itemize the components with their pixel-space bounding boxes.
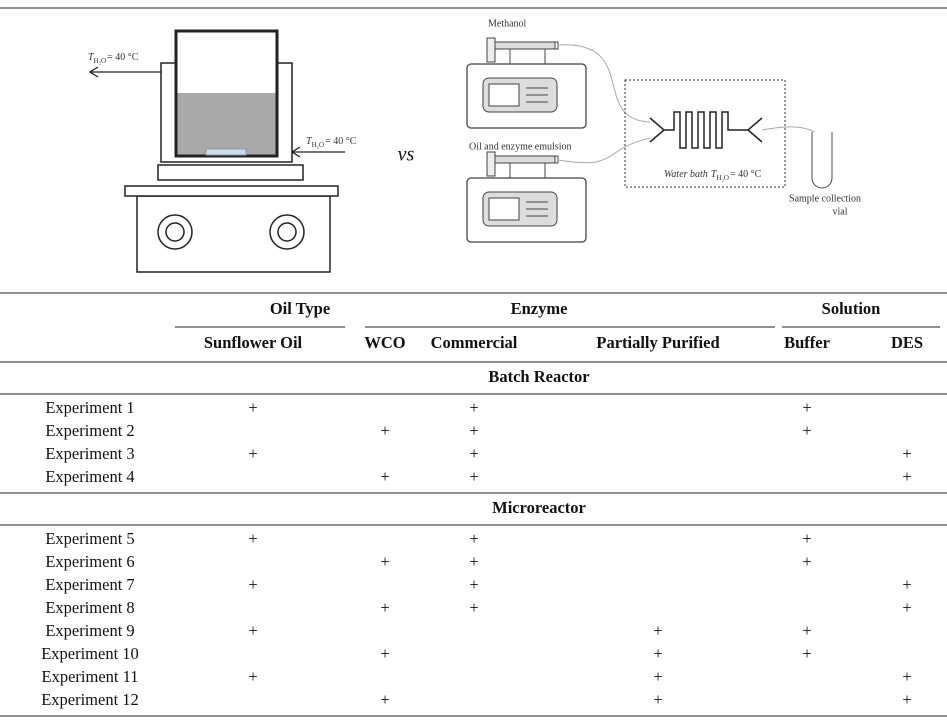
row-label: Experiment 2 <box>45 421 134 440</box>
value: = 40 °C <box>730 169 762 180</box>
cell: + <box>380 644 389 663</box>
column-header: Partially Purified <box>596 333 719 352</box>
table: Oil Type Enzyme Solution Sunflower Oil WCO Co… <box>0 292 947 717</box>
cell: + <box>653 667 662 686</box>
cell: + <box>902 667 911 686</box>
cell: + <box>380 552 389 571</box>
vial-label: vial <box>833 206 848 217</box>
cell: + <box>248 621 257 640</box>
temperature-label: TH₂O= 40 °C <box>306 136 357 148</box>
row-label: Experiment 9 <box>45 621 134 640</box>
cell: + <box>902 467 911 486</box>
row-label: Experiment 5 <box>45 529 134 548</box>
cell: + <box>248 529 257 548</box>
cell: + <box>469 444 478 463</box>
group-header: Solution <box>822 299 881 318</box>
cell: + <box>802 529 811 548</box>
cell: + <box>380 690 389 709</box>
cell: + <box>802 398 811 417</box>
row-label: Experiment 7 <box>45 575 134 594</box>
row-label: Experiment 1 <box>45 398 134 417</box>
cell: + <box>902 575 911 594</box>
vial-label: Sample collection <box>789 193 861 204</box>
temperature-label: TH₂O= 40 °C <box>88 52 139 64</box>
cell: + <box>653 644 662 663</box>
section-title: Batch Reactor <box>488 367 589 386</box>
row-label: Experiment 8 <box>45 598 134 617</box>
group-header: Enzyme <box>511 299 568 318</box>
symbol: T <box>306 136 313 147</box>
cell: + <box>248 575 257 594</box>
cell: + <box>469 552 478 571</box>
column-header: Commercial <box>431 333 518 352</box>
batch-reactor <box>88 29 345 273</box>
column-header: DES <box>891 333 923 352</box>
symbol: T <box>711 169 718 180</box>
cell: + <box>902 598 911 617</box>
row-label: Experiment 3 <box>45 444 134 463</box>
column-header: Buffer <box>784 333 830 352</box>
subscript: H₂O <box>312 141 325 149</box>
cell: + <box>802 552 811 571</box>
text: Water bath <box>664 169 708 180</box>
cell: + <box>248 444 257 463</box>
cell: + <box>248 667 257 686</box>
row-label: Experiment 12 <box>41 690 139 709</box>
cell: + <box>380 467 389 486</box>
column-header: WCO <box>364 333 405 352</box>
row-label: Experiment 4 <box>45 467 134 486</box>
cell: + <box>653 690 662 709</box>
cell: + <box>802 644 811 663</box>
value: = 40 °C <box>325 136 357 147</box>
cell: + <box>380 421 389 440</box>
cell: + <box>469 467 478 486</box>
symbol: T <box>88 52 95 63</box>
cell: + <box>248 398 257 417</box>
section-title: Microreactor <box>492 498 586 517</box>
cell: + <box>902 690 911 709</box>
row-label: Experiment 6 <box>45 552 134 571</box>
water-bath-label: Water bath TH₂O= 40 °C <box>664 169 762 181</box>
cell: + <box>469 398 478 417</box>
cell: + <box>380 598 389 617</box>
versus: vs <box>398 144 415 166</box>
pump-label: Oil and enzyme emulsion <box>469 141 571 152</box>
microreactor-setup <box>466 37 833 243</box>
pump-label: Methanol <box>488 18 527 29</box>
group-header: Oil Type <box>270 299 330 318</box>
row-label: Experiment 10 <box>41 644 139 663</box>
cell: + <box>469 575 478 594</box>
cell: + <box>902 444 911 463</box>
cell: + <box>469 598 478 617</box>
subscript: H₂O <box>716 174 729 182</box>
cell: + <box>653 621 662 640</box>
cell: + <box>802 421 811 440</box>
cell: + <box>469 529 478 548</box>
subscript: H₂O <box>94 57 107 65</box>
column-header: Sunflower Oil <box>204 333 303 352</box>
cell: + <box>802 621 811 640</box>
cell: + <box>469 421 478 440</box>
value: = 40 °C <box>107 52 139 63</box>
row-label: Experiment 11 <box>42 667 139 686</box>
